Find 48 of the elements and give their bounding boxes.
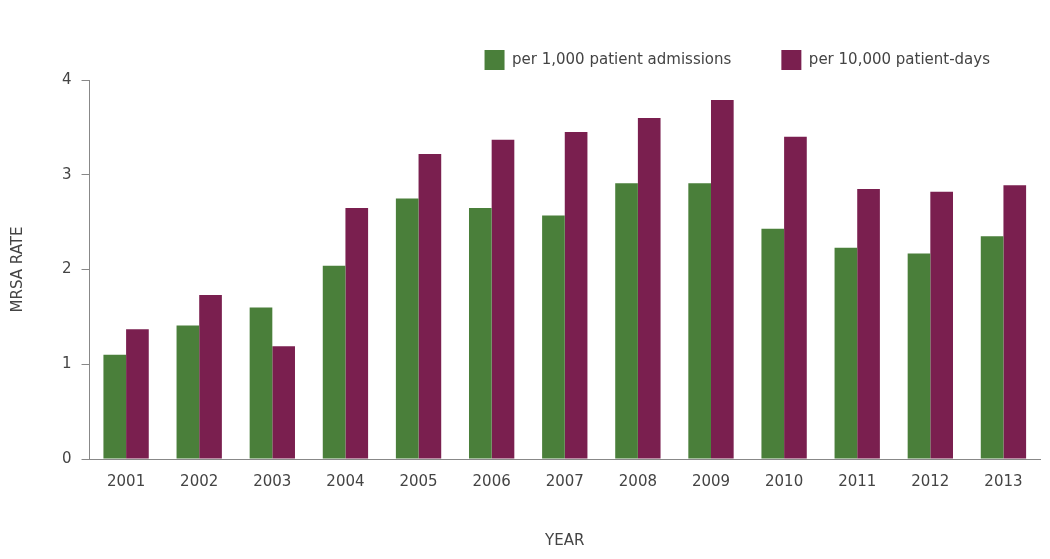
bar bbox=[418, 153, 442, 459]
bar bbox=[395, 198, 419, 459]
x-axis-title: YEAR bbox=[544, 530, 585, 549]
bar bbox=[857, 188, 880, 459]
y-tick-label: 4 bbox=[62, 69, 72, 88]
bar bbox=[126, 329, 149, 459]
x-tick-label: 2004 bbox=[326, 471, 365, 490]
y-tick-label: 3 bbox=[62, 164, 72, 183]
bar bbox=[491, 139, 515, 459]
x-tick-label: 2003 bbox=[253, 471, 292, 490]
bar bbox=[688, 183, 711, 459]
bar bbox=[637, 117, 661, 459]
y-tick-label: 1 bbox=[62, 354, 72, 373]
bar bbox=[322, 265, 346, 459]
bar bbox=[542, 215, 565, 459]
bar bbox=[103, 354, 127, 459]
bar bbox=[1003, 185, 1027, 459]
x-tick-label: 2002 bbox=[180, 471, 219, 490]
y-tick-label: 2 bbox=[62, 259, 72, 278]
legend-label: per 1,000 patient admissions bbox=[512, 49, 732, 68]
legend-label: per 10,000 patient-days bbox=[808, 49, 991, 68]
bar bbox=[761, 228, 785, 459]
bar bbox=[711, 99, 734, 459]
bar bbox=[784, 136, 807, 459]
bar bbox=[930, 191, 953, 459]
x-tick-label: 2012 bbox=[911, 471, 950, 490]
x-tick-label: 2009 bbox=[691, 471, 731, 490]
x-tick-label: 2011 bbox=[838, 471, 877, 490]
x-tick-label: 2006 bbox=[472, 471, 511, 490]
y-tick-label: 0 bbox=[62, 448, 72, 467]
bar bbox=[907, 253, 931, 459]
bar bbox=[199, 295, 222, 459]
bar bbox=[176, 325, 200, 459]
bar bbox=[980, 236, 1004, 459]
bar bbox=[469, 207, 492, 459]
x-tick-label: 2007 bbox=[545, 471, 584, 490]
x-tick-label: 2008 bbox=[618, 471, 657, 490]
bar bbox=[615, 183, 638, 459]
bar bbox=[272, 346, 295, 459]
x-tick-label: 2001 bbox=[107, 471, 146, 490]
x-tick-label: 2013 bbox=[984, 471, 1023, 490]
y-axis-title: MRSA RATE bbox=[7, 226, 26, 313]
x-tick-label: 2010 bbox=[765, 471, 804, 490]
bar bbox=[834, 247, 858, 459]
bar bbox=[249, 307, 273, 459]
bar bbox=[564, 132, 588, 459]
x-tick-label: 2005 bbox=[399, 471, 438, 490]
bar bbox=[345, 207, 369, 459]
